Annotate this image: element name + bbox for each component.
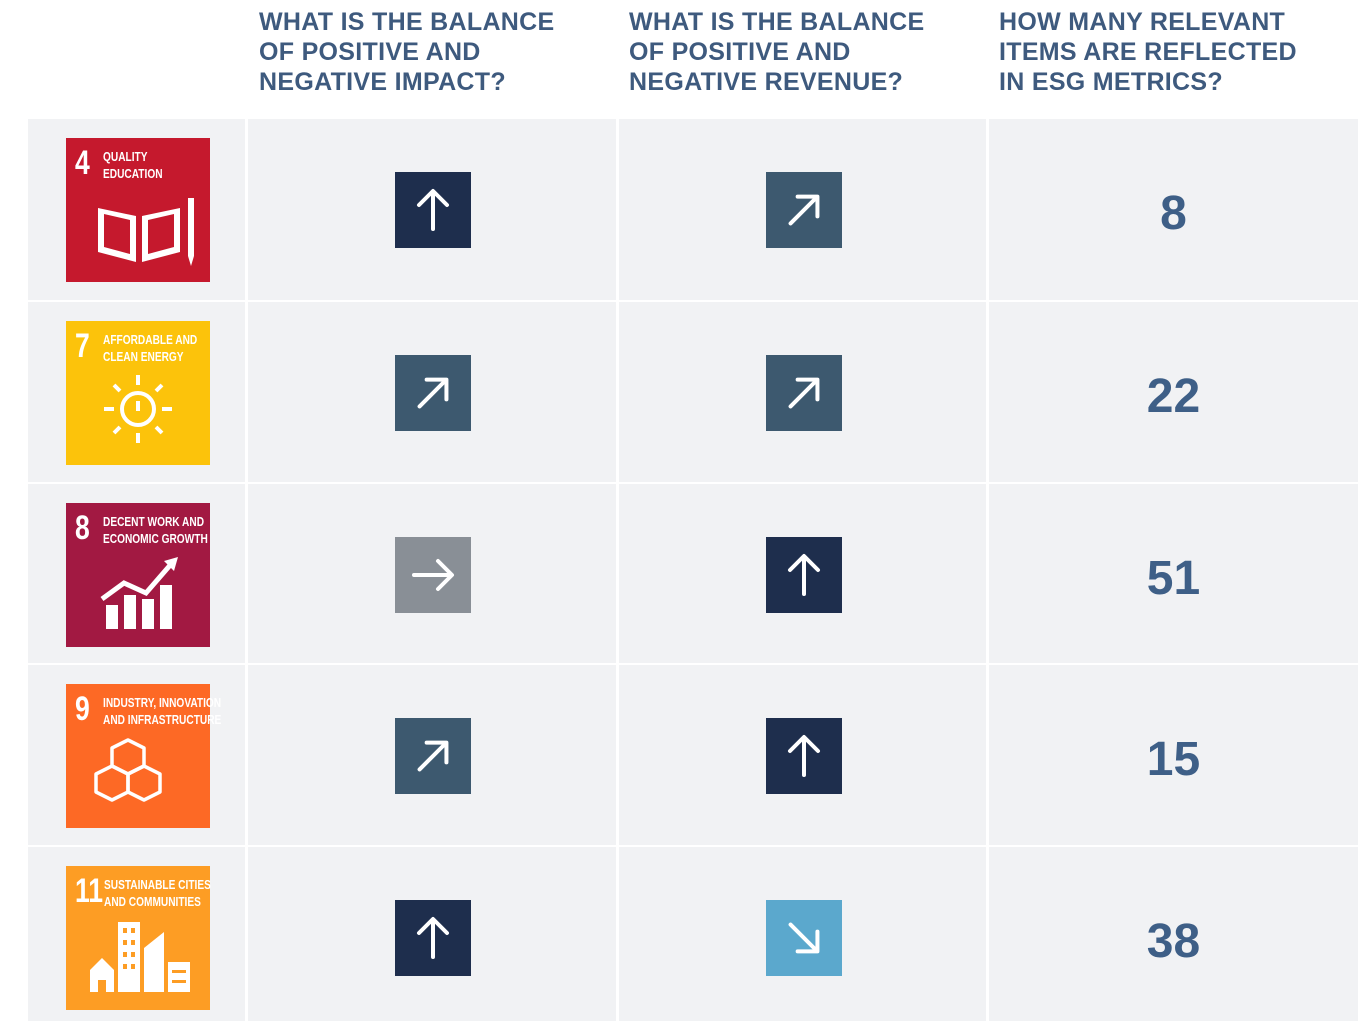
sdg-name-line: CLEAN ENERGY [103,349,184,364]
arrow [417,189,449,231]
metric-count: 15 [1146,733,1201,786]
sdg-icon [88,555,198,640]
arrow-indicator [395,900,471,976]
sdg-name-line: INDUSTRY, INNOVATION [103,695,222,710]
header-line: HOW MANY RELEVANT [999,8,1286,36]
icon [90,922,190,992]
value-cell: 22 [989,302,1358,482]
sdg-name: SUSTAINABLE CITIES AND COMMUNITIES [104,876,211,910]
arrow-indicator [766,172,842,248]
icon [98,198,194,266]
value-cell [619,484,986,663]
metric-count: 51 [1146,552,1201,605]
value-cell [619,665,986,845]
value-cell [619,302,986,482]
sdg-name-line: SUSTAINABLE CITIES [104,877,211,892]
goal-cell: 7 AFFORDABLE AND CLEAN ENERGY [28,302,245,482]
sdg-icon [88,190,198,275]
sdg-name: INDUSTRY, INNOVATION AND INFRASTRUCTURE [103,694,221,728]
value-cell: 8 [989,119,1358,300]
metric-count: 38 [1146,915,1201,968]
header-line: WHAT IS THE BALANCE [259,8,555,36]
column-header: WHAT IS THE BALANCE OF POSITIVE AND NEGATI… [629,7,989,97]
arrow [417,740,449,772]
arrow-indicator [395,537,471,613]
value-cell [248,484,616,663]
sdg-number: 4 [75,144,90,182]
value-cell [619,119,986,300]
icon [94,738,162,802]
goal-cell: 4 QUALITY EDUCATION [28,119,245,300]
arrow-indicator [395,718,471,794]
sdg-number: 8 [75,509,90,547]
sdg-name: DECENT WORK AND ECONOMIC GROWTH [103,513,208,547]
arrow-indicator [766,900,842,976]
sdg-icon [88,918,198,1003]
arrow [417,377,449,409]
sdg-name-line: ECONOMIC GROWTH [103,531,208,546]
metric-count: 22 [1146,370,1201,423]
arrow [412,559,454,591]
arrow [788,377,820,409]
header-line: OF POSITIVE AND [629,38,851,66]
goal-cell: 8 DECENT WORK AND ECONOMIC GROWTH [28,484,245,663]
sdg-name-line: AND INFRASTRUCTURE [103,712,222,727]
sdg-number: 7 [75,327,90,365]
arrow [788,735,820,777]
sdg-icon [88,736,198,821]
goal-cell: 9 INDUSTRY, INNOVATION AND INFRASTRUCTURE [28,665,245,845]
arrow-indicator [766,355,842,431]
arrow-indicator [766,537,842,613]
value-cell [248,119,616,300]
icon [100,557,178,629]
header-line: NEGATIVE REVENUE? [629,68,904,96]
sdg-tile: 11 SUSTAINABLE CITIES AND COMMUNITIES [66,866,211,1010]
arrow [417,917,449,959]
value-cell: 15 [989,665,1358,845]
arrow [788,194,820,226]
sdg-name-line: AND COMMUNITIES [104,894,201,909]
sdg-number: 11 [75,872,104,910]
sdg-name-line: DECENT WORK AND [103,514,205,529]
sdg-name-line: EDUCATION [103,166,163,181]
arrow-indicator [766,718,842,794]
arrow [788,922,820,954]
arrow-indicator [395,172,471,248]
arrow [788,554,820,596]
header-line: OF POSITIVE AND [259,38,481,66]
value-cell [248,302,616,482]
header-line: NEGATIVE IMPACT? [259,68,506,96]
sdg-icon [88,373,198,458]
sdg-tile: 4 QUALITY EDUCATION [66,138,210,282]
icon [104,375,172,443]
value-cell [619,847,986,1021]
header-line: IN ESG METRICS? [999,68,1223,96]
value-cell: 51 [989,484,1358,663]
column-header: HOW MANY RELEVANT ITEMS ARE REFLECTED IN E… [999,7,1359,97]
sdg-tile: 8 DECENT WORK AND ECONOMIC GROWTH [66,503,210,647]
value-cell [248,665,616,845]
value-cell [248,847,616,1021]
header-line: WHAT IS THE BALANCE [629,8,925,36]
arrow-indicator [395,355,471,431]
sdg-name: AFFORDABLE AND CLEAN ENERGY [103,331,197,365]
header-line: ITEMS ARE REFLECTED [999,38,1297,66]
sdg-tile: 7 AFFORDABLE AND CLEAN ENERGY [66,321,210,465]
sdg-name: QUALITY EDUCATION [103,148,163,182]
sdg-number: 9 [75,690,90,728]
sdg-name-line: QUALITY [103,149,148,164]
goal-cell: 11 SUSTAINABLE CITIES AND COMMUNITIES [28,847,245,1021]
column-header: WHAT IS THE BALANCE OF POSITIVE AND NEGATI… [259,7,619,97]
sdg-name-line: AFFORDABLE AND [103,332,198,347]
metric-count: 8 [1160,187,1187,240]
value-cell: 38 [989,847,1358,1021]
sdg-tile: 9 INDUSTRY, INNOVATION AND INFRASTRUCTURE [66,684,221,828]
